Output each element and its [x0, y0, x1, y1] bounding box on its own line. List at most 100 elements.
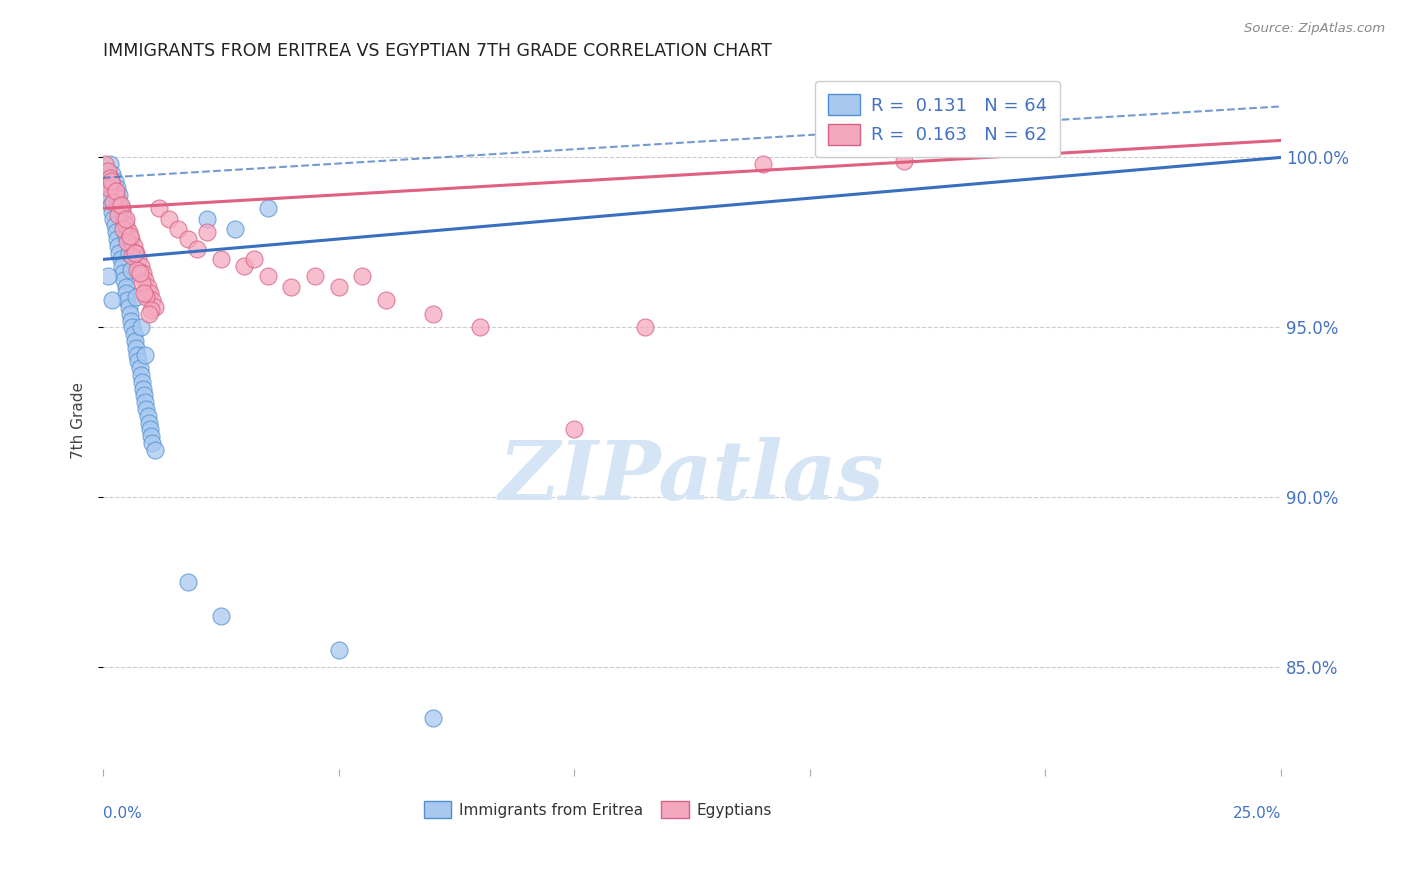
Point — [209, 609, 232, 624]
Point — [148, 202, 170, 216]
Point — [242, 252, 264, 267]
Point — [125, 341, 148, 355]
Point — [122, 239, 145, 253]
Point — [157, 211, 180, 226]
Point — [104, 219, 127, 233]
Point — [562, 422, 585, 436]
Point — [143, 442, 166, 457]
Point — [115, 286, 138, 301]
Point — [139, 429, 162, 443]
Point — [124, 245, 146, 260]
Point — [97, 181, 120, 195]
Point — [101, 293, 124, 308]
Point — [195, 225, 218, 239]
Point — [139, 422, 162, 436]
Point — [94, 157, 117, 171]
Point — [134, 348, 156, 362]
Point — [118, 300, 141, 314]
Point — [352, 269, 374, 284]
Point — [468, 320, 491, 334]
Point — [129, 259, 152, 273]
Point — [256, 202, 278, 216]
Point — [134, 286, 156, 301]
Point — [120, 262, 142, 277]
Point — [124, 334, 146, 348]
Text: 0.0%: 0.0% — [103, 806, 142, 821]
Point — [101, 178, 124, 192]
Point — [280, 279, 302, 293]
Point — [128, 361, 150, 376]
Point — [100, 174, 122, 188]
Point — [129, 368, 152, 382]
Point — [117, 293, 139, 308]
Point — [374, 293, 396, 308]
Legend: Immigrants from Eritrea, Egyptians: Immigrants from Eritrea, Egyptians — [418, 795, 778, 824]
Point — [112, 211, 135, 226]
Point — [132, 382, 155, 396]
Point — [108, 198, 131, 212]
Point — [115, 219, 138, 233]
Point — [117, 235, 139, 250]
Point — [110, 252, 132, 267]
Point — [105, 191, 128, 205]
Point — [135, 290, 157, 304]
Point — [96, 170, 118, 185]
Point — [125, 245, 148, 260]
Point — [111, 204, 134, 219]
Point — [97, 178, 120, 192]
Point — [422, 307, 444, 321]
Y-axis label: 7th Grade: 7th Grade — [72, 383, 86, 459]
Point — [132, 266, 155, 280]
Point — [138, 416, 160, 430]
Point — [139, 303, 162, 318]
Point — [751, 157, 773, 171]
Point — [108, 245, 131, 260]
Point — [112, 215, 135, 229]
Point — [120, 232, 142, 246]
Point — [101, 168, 124, 182]
Text: ZIPatlas: ZIPatlas — [499, 436, 884, 516]
Point — [118, 245, 141, 260]
Point — [108, 187, 131, 202]
Point — [125, 290, 148, 304]
Point — [104, 174, 127, 188]
Text: 25.0%: 25.0% — [1233, 806, 1281, 821]
Point — [129, 320, 152, 334]
Point — [120, 307, 142, 321]
Point — [195, 211, 218, 226]
Point — [328, 279, 350, 293]
Text: IMMIGRANTS FROM ERITREA VS EGYPTIAN 7TH GRADE CORRELATION CHART: IMMIGRANTS FROM ERITREA VS EGYPTIAN 7TH … — [103, 42, 772, 60]
Point — [167, 222, 190, 236]
Point — [141, 293, 163, 308]
Point — [224, 222, 246, 236]
Point — [107, 208, 129, 222]
Point — [125, 262, 148, 277]
Point — [139, 286, 162, 301]
Point — [97, 185, 120, 199]
Point — [634, 320, 657, 334]
Point — [233, 259, 256, 273]
Point — [893, 153, 915, 168]
Point — [134, 395, 156, 409]
Point — [111, 202, 134, 216]
Point — [100, 198, 122, 212]
Point — [209, 252, 232, 267]
Point — [422, 711, 444, 725]
Point — [98, 191, 121, 205]
Point — [122, 327, 145, 342]
Point — [121, 320, 143, 334]
Point — [131, 276, 153, 290]
Point — [98, 157, 121, 171]
Point — [105, 225, 128, 239]
Point — [110, 198, 132, 212]
Point — [112, 273, 135, 287]
Point — [97, 269, 120, 284]
Point — [121, 249, 143, 263]
Point — [111, 259, 134, 273]
Point — [304, 269, 326, 284]
Point — [136, 409, 159, 423]
Point — [107, 239, 129, 253]
Point — [101, 204, 124, 219]
Point — [115, 228, 138, 243]
Point — [94, 164, 117, 178]
